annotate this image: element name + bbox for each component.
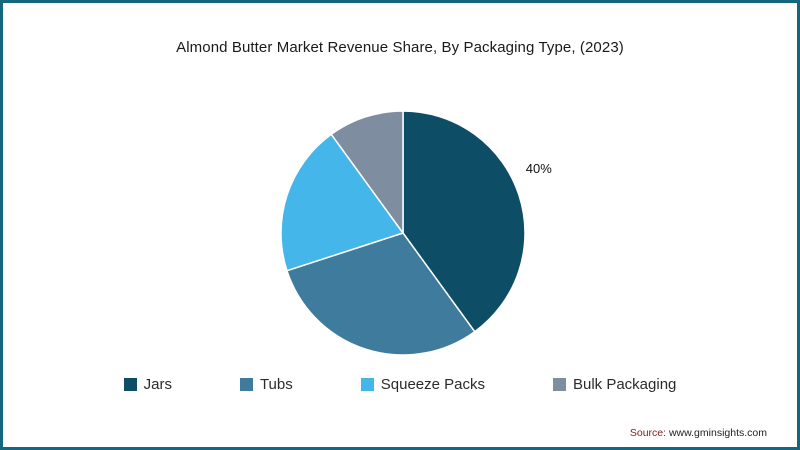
legend: Jars Tubs Squeeze Packs Bulk Packaging (3, 376, 797, 393)
legend-swatch-jars (123, 378, 137, 391)
legend-item-bulk-packaging: Bulk Packaging (552, 376, 677, 393)
legend-swatch-squeeze-packs (360, 378, 374, 391)
legend-label-tubs: Tubs (259, 376, 293, 393)
legend-label-jars: Jars (143, 376, 172, 393)
source-prefix: Source: (629, 427, 667, 439)
legend-label-squeeze-packs: Squeeze Packs (380, 376, 485, 393)
pie-slice-tubs (286, 232, 476, 356)
pie-slice-squeeze-packs (280, 133, 405, 272)
pie-value-label-jars: 40% (526, 161, 552, 176)
legend-swatch-tubs (239, 378, 253, 391)
source-url: www.gminsights.com (668, 427, 767, 439)
legend-label-bulk-packaging: Bulk Packaging (572, 376, 677, 393)
legend-item-tubs: Tubs (239, 376, 293, 393)
pie-slice-jars (402, 110, 526, 333)
pie-slice-bulk-packaging (330, 110, 404, 236)
source-text: Source: www.gminsights.com (630, 427, 767, 439)
legend-item-jars: Jars (123, 376, 172, 393)
legend-item-squeeze-packs: Squeeze Packs (360, 376, 485, 393)
chart-title: Almond Butter Market Revenue Share, By P… (176, 39, 624, 56)
pie-chart: 40% (280, 110, 552, 356)
legend-swatch-bulk-packaging (552, 378, 566, 391)
